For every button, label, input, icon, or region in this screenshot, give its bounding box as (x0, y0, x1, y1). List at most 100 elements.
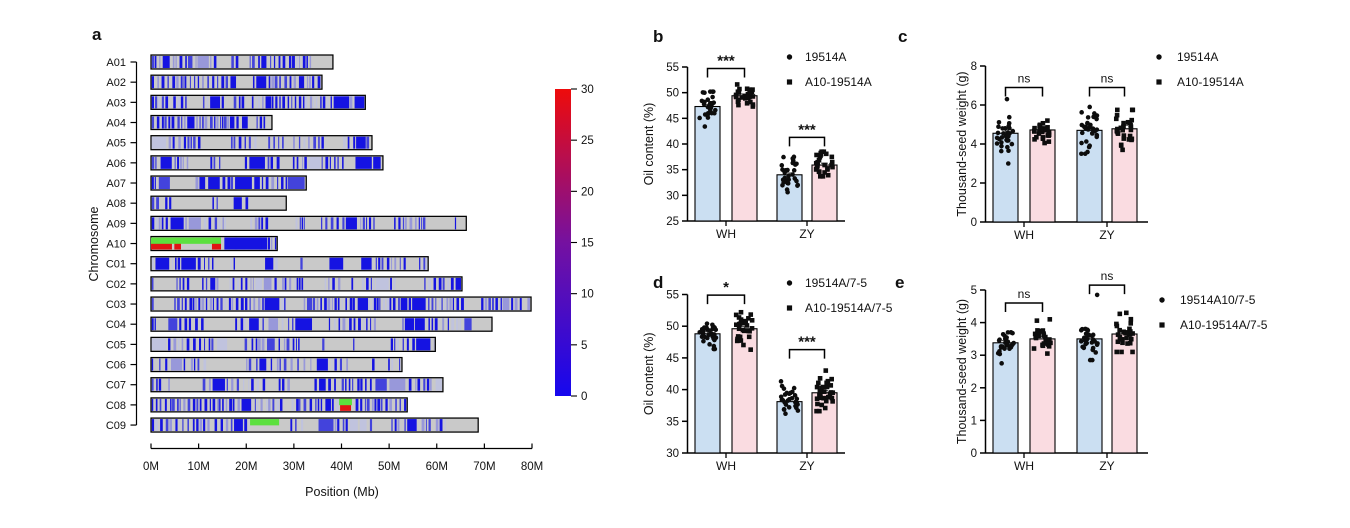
density-tick (233, 96, 237, 109)
density-tick (333, 318, 336, 331)
data-point-square (820, 384, 826, 390)
data-point-square (1115, 126, 1120, 132)
data-point-square (823, 368, 829, 373)
data-point-circle (1007, 346, 1012, 352)
density-tick (172, 136, 175, 149)
density-tick (189, 76, 191, 89)
data-point-circle (786, 173, 791, 179)
bar-ZY-control (1076, 338, 1103, 454)
density-tick (434, 318, 438, 331)
data-point-square (1045, 118, 1050, 123)
density-tick (373, 298, 377, 311)
density-tick (328, 318, 331, 331)
y-tick-label: 50 (666, 88, 679, 100)
bar-ZY-transgenic (1111, 128, 1138, 223)
significance-label: *** (717, 53, 735, 70)
density-tick (208, 257, 210, 270)
density-tick (303, 358, 306, 371)
density-tick (225, 76, 229, 89)
data-point-circle (1005, 144, 1010, 150)
density-tick (270, 156, 274, 169)
data-point-square (1040, 120, 1046, 126)
data-point-square (821, 395, 826, 401)
density-tick (334, 358, 337, 371)
data-point-circle (1092, 339, 1098, 344)
qtl-green-region (151, 237, 222, 244)
density-tick (161, 116, 164, 129)
density-tick (155, 96, 158, 109)
data-point-square (1119, 349, 1124, 355)
density-tick (195, 56, 197, 68)
density-tick (527, 298, 531, 311)
density-tick (347, 136, 350, 149)
density-tick (220, 298, 223, 311)
data-point-circle (1087, 104, 1092, 110)
data-point-square (814, 408, 819, 414)
density-tick (267, 237, 271, 250)
data-point-square (817, 408, 822, 414)
density-tick (274, 76, 278, 89)
density-tick (345, 298, 347, 311)
density-tick (230, 257, 232, 270)
density-tick (366, 136, 370, 149)
density-tick (341, 298, 343, 311)
data-point-square (744, 86, 750, 92)
density-tick (348, 378, 351, 391)
density-tick (377, 298, 379, 311)
density-tick (345, 419, 348, 432)
density-tick (325, 156, 329, 169)
density-tick (181, 116, 183, 129)
density-tick (248, 378, 250, 391)
data-point-circle (1083, 341, 1088, 347)
chromosome-bar (150, 276, 463, 292)
density-tick (304, 156, 307, 169)
density-tick (315, 398, 317, 411)
density-tick (442, 277, 445, 290)
data-point-circle (1005, 161, 1011, 166)
density-tick (424, 277, 426, 290)
density-tick (404, 318, 415, 331)
density-tick (199, 116, 201, 129)
density-tick (193, 358, 196, 371)
data-point-square (819, 402, 825, 408)
chromosome-label: C04 (106, 319, 126, 331)
density-tick (321, 217, 323, 230)
data-point-square (746, 334, 752, 340)
density-tick (275, 257, 278, 270)
density-tick (350, 419, 358, 432)
chromosome-label: C06 (106, 360, 126, 372)
legend-circle-marker (1156, 54, 1162, 60)
density-tick (425, 257, 428, 270)
density-tick (226, 378, 228, 391)
density-tick (231, 56, 234, 68)
density-tick (325, 217, 328, 230)
data-point-square (1043, 127, 1049, 133)
density-tick (169, 197, 172, 210)
density-tick (211, 257, 214, 270)
density-tick (230, 136, 233, 149)
legend-circle-marker (786, 54, 793, 60)
position-tick-label: 30M (283, 461, 305, 473)
density-tick (196, 419, 199, 432)
density-tick (209, 116, 213, 129)
density-tick (171, 257, 174, 270)
density-tick (298, 96, 302, 109)
density-tick (168, 338, 171, 351)
colorbar-tick-label: 30 (581, 84, 594, 96)
density-tick (245, 298, 248, 311)
density-tick (342, 156, 344, 169)
significance-label: *** (798, 121, 816, 138)
data-point-square (1039, 126, 1044, 132)
density-tick (151, 76, 155, 89)
density-tick (253, 298, 256, 311)
data-point-circle (1085, 120, 1090, 126)
data-point-square (748, 87, 754, 93)
density-tick (318, 419, 334, 432)
data-point-circle (1085, 115, 1091, 120)
density-tick (154, 318, 156, 331)
density-tick (161, 217, 164, 230)
density-tick (447, 318, 449, 331)
data-point-circle (1081, 345, 1087, 351)
data-point-square (816, 157, 822, 163)
density-tick (233, 197, 242, 210)
